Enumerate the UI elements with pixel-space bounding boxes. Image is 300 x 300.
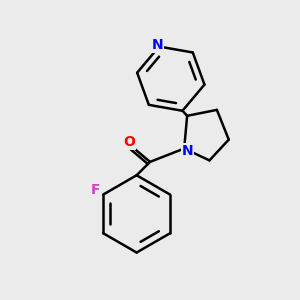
Text: N: N xyxy=(181,144,193,158)
Text: O: O xyxy=(123,135,135,149)
Text: F: F xyxy=(91,183,101,197)
Text: N: N xyxy=(152,38,164,52)
